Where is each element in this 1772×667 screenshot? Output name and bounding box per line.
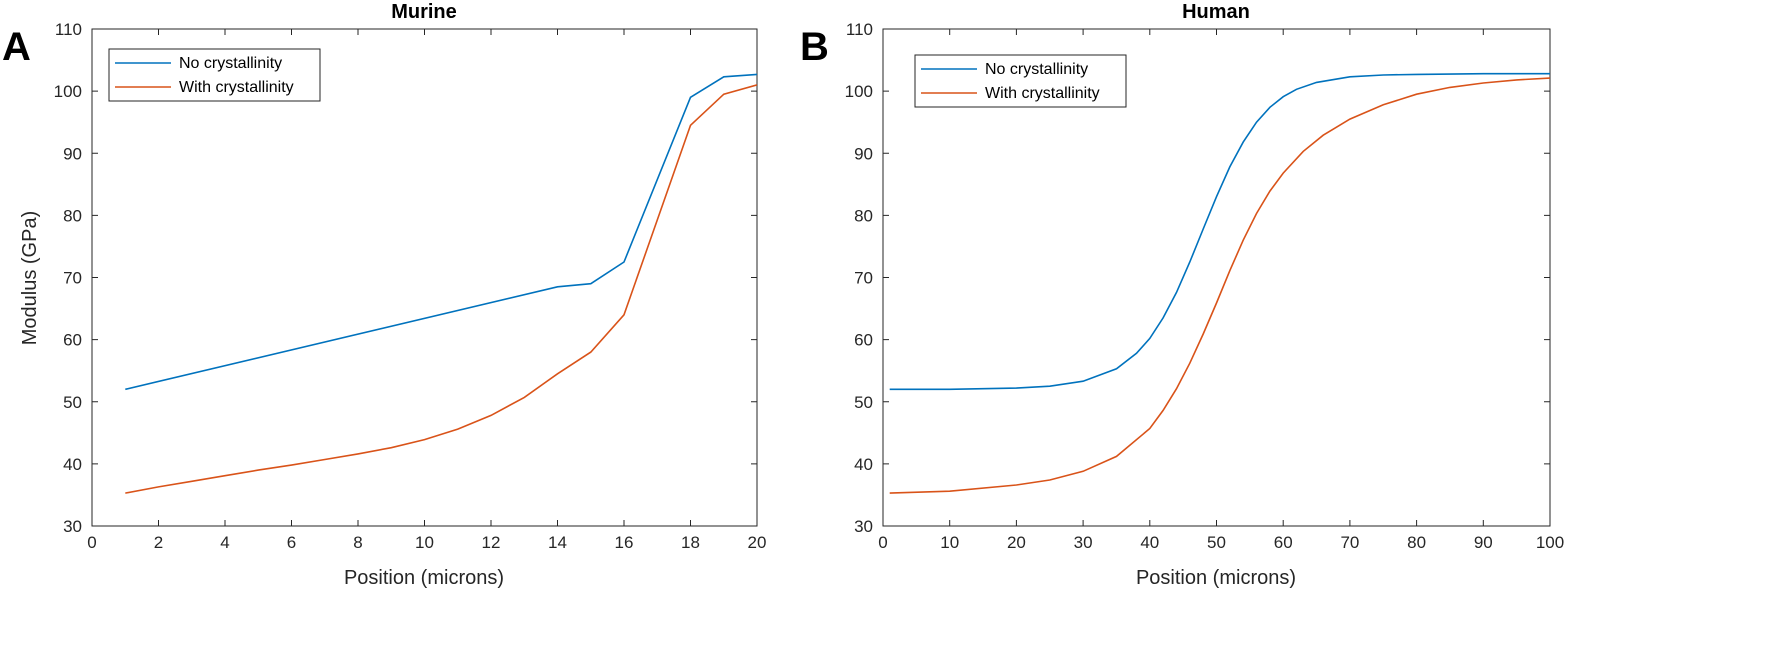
series-line-with-crystallinity-human [889, 77, 1550, 494]
chart-title-human: Human [1182, 1, 1250, 23]
x-tick-label-human: 100 [1536, 533, 1564, 552]
y-tick-label-murine: 100 [54, 82, 82, 101]
x-tick-label-human: 30 [1074, 533, 1093, 552]
legend-box-human [914, 54, 1127, 108]
chart-title-murine: Murine [391, 1, 457, 23]
x-tick-label-human: 60 [1274, 533, 1293, 552]
x-tick-label-murine: 6 [287, 533, 296, 552]
series-line-no-crystallinity-human [889, 72, 1550, 391]
y-tick-label-human: 50 [854, 393, 873, 412]
x-tick-label-murine: 16 [615, 533, 634, 552]
y-tick-label-murine: 110 [55, 20, 82, 39]
y-tick-label-human: 70 [854, 269, 873, 288]
x-tick-label-murine: 18 [681, 533, 700, 552]
x-tick-label-murine: 2 [154, 533, 163, 552]
y-tick-label-human: 40 [854, 455, 873, 474]
series-line-no-crystallinity-murine [125, 73, 757, 391]
x-tick-label-murine: 12 [482, 533, 501, 552]
legend-label-with-crystallinity-murine: With crystallinity [179, 79, 294, 96]
panel-letter-b: B [800, 25, 829, 69]
y-tick-label-murine: 80 [63, 206, 82, 225]
plot-area-murine [91, 28, 758, 527]
x-tick-label-murine: 0 [87, 533, 96, 552]
panel-human: B Human Position (microns) 0 10 20 30 40 50 60… [800, 1, 1564, 589]
y-tick-label-human: 60 [854, 331, 873, 350]
y-tick-label-murine: 90 [63, 144, 82, 163]
x-tick-label-human: 70 [1340, 533, 1359, 552]
x-tick-label-murine: 20 [748, 533, 767, 552]
x-tick-label-human: 40 [1140, 533, 1159, 552]
y-tick-label-human: 80 [854, 206, 873, 225]
y-tick-label-murine: 40 [63, 455, 82, 474]
x-axis-label-murine: Position (microns) [344, 567, 504, 589]
y-tick-label-murine: 50 [63, 393, 82, 412]
legend-label-no-crystallinity-human: No crystallinity [985, 61, 1088, 78]
y-tick-label-murine: 30 [63, 517, 82, 536]
x-tick-label-murine: 8 [353, 533, 362, 552]
x-axis-label-human: Position (microns) [1136, 567, 1296, 589]
legend-label-no-crystallinity-murine: No crystallinity [179, 55, 282, 72]
y-axis-label-murine: Modulus (GPa) [19, 211, 41, 346]
y-tick-label-human: 90 [854, 144, 873, 163]
x-tick-label-murine: 10 [415, 533, 434, 552]
series-line-with-crystallinity-murine [125, 84, 757, 494]
y-tick-label-human: 30 [854, 517, 873, 536]
x-tick-label-murine: 4 [220, 533, 229, 552]
x-tick-label-human: 0 [878, 533, 887, 552]
x-tick-label-human: 50 [1207, 533, 1226, 552]
x-tick-label-human: 90 [1474, 533, 1493, 552]
legend-label-with-crystallinity-human: With crystallinity [985, 85, 1100, 102]
legend-box-murine [108, 48, 321, 102]
x-tick-label-human: 20 [1007, 533, 1026, 552]
panel-letter-a: A [2, 25, 31, 69]
x-tick-label-murine: 14 [548, 533, 567, 552]
y-tick-label-murine: 60 [63, 331, 82, 350]
panel-murine: A Murine Position (microns) Modulus (GPa… [2, 1, 766, 589]
x-tick-label-human: 80 [1407, 533, 1426, 552]
y-tick-label-human: 100 [845, 82, 873, 101]
y-tick-label-murine: 70 [63, 269, 82, 288]
y-tick-label-human: 110 [846, 20, 873, 39]
x-tick-label-human: 10 [940, 533, 959, 552]
